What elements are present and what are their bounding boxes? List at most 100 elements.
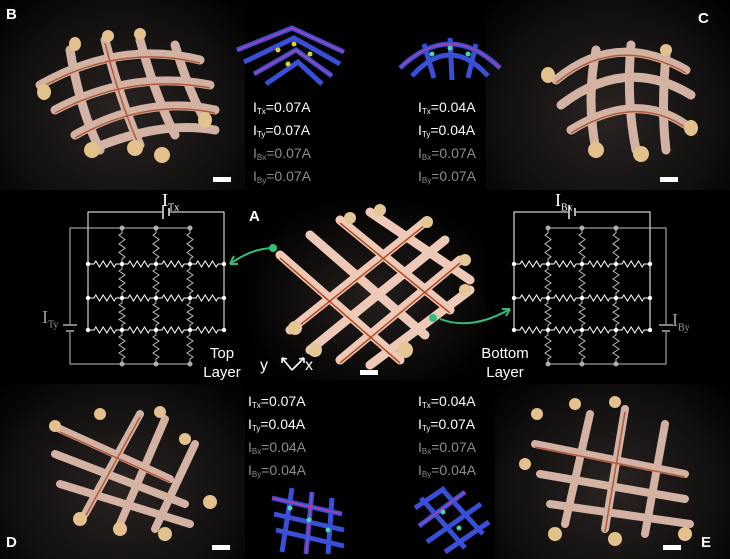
circuit-bottom-source-x-label: IBx bbox=[555, 190, 573, 214]
resistor bbox=[582, 294, 616, 302]
current-line: IBy=0.07A bbox=[418, 167, 476, 190]
scale-bar-c bbox=[660, 177, 678, 182]
panel-label-b: B bbox=[6, 6, 17, 23]
circuit-top-layer bbox=[63, 205, 227, 367]
robot-illustration-b bbox=[35, 28, 220, 163]
subscript: Ty bbox=[48, 319, 59, 331]
node bbox=[545, 261, 551, 267]
current-symbol: I bbox=[248, 462, 252, 478]
current-subscript: By bbox=[256, 176, 267, 185]
current-subscript: Tx bbox=[256, 107, 266, 116]
caption-top-layer: Top Layer bbox=[198, 344, 246, 382]
simulation-thumbnail-c bbox=[398, 37, 502, 81]
resistor bbox=[152, 264, 160, 298]
resistor bbox=[544, 228, 552, 264]
current-line: IBx=0.07A bbox=[253, 144, 311, 167]
current-symbol: I bbox=[418, 462, 422, 478]
resistor bbox=[118, 330, 126, 364]
axis-indicator bbox=[281, 357, 305, 371]
photo-panel-a bbox=[255, 200, 485, 380]
node bbox=[119, 295, 125, 301]
current-subscript: Bx bbox=[421, 153, 432, 162]
scale-bar-b bbox=[213, 177, 231, 182]
resistor bbox=[122, 260, 156, 268]
current-subscript: Bx bbox=[251, 447, 262, 456]
robot-illustration-d bbox=[49, 406, 217, 541]
resistor bbox=[616, 294, 650, 302]
resistor bbox=[118, 264, 126, 298]
battery-gap bbox=[660, 324, 672, 332]
panel-label-a: A bbox=[249, 208, 260, 225]
node bbox=[613, 295, 619, 301]
current-value: =0.07A bbox=[431, 145, 476, 161]
resistor-grid bbox=[63, 205, 227, 367]
resistor bbox=[122, 326, 156, 334]
resistor bbox=[578, 264, 586, 298]
current-line: IBx=0.07A bbox=[418, 144, 476, 167]
resistor bbox=[616, 326, 650, 334]
current-line: ITx=0.04A bbox=[418, 392, 476, 415]
subscript: By bbox=[678, 322, 690, 334]
battery-gap bbox=[162, 206, 170, 218]
current-symbol: I bbox=[418, 439, 422, 455]
current-subscript: Bx bbox=[256, 153, 267, 162]
current-value: =0.07A bbox=[266, 168, 311, 184]
current-value: =0.04A bbox=[431, 462, 476, 478]
axis-label-x: x bbox=[305, 357, 313, 374]
current-symbol: I bbox=[253, 99, 257, 115]
resistor bbox=[118, 228, 126, 264]
current-value: =0.07A bbox=[265, 122, 311, 138]
node bbox=[545, 327, 551, 333]
circuit-bottom-source-y-label: IBy bbox=[672, 310, 690, 334]
current-symbol: I bbox=[248, 416, 252, 432]
current-subscript: Ty bbox=[256, 130, 266, 139]
caption-line: Layer bbox=[203, 364, 241, 381]
resistor bbox=[156, 260, 190, 268]
resistor bbox=[612, 298, 620, 330]
current-subscript: Tx bbox=[251, 401, 261, 410]
node bbox=[187, 327, 193, 333]
resistor bbox=[612, 264, 620, 298]
scale-bar-d bbox=[212, 545, 230, 550]
simulation-thumbnail-d bbox=[271, 487, 345, 555]
resistor bbox=[544, 264, 552, 298]
wire-x-source bbox=[513, 211, 651, 264]
current-value: =0.04A bbox=[430, 99, 476, 115]
resistor bbox=[548, 260, 582, 268]
current-value: =0.04A bbox=[430, 122, 476, 138]
axis-label-y: y bbox=[260, 357, 268, 374]
current-value: =0.07A bbox=[266, 145, 311, 161]
current-subscript: By bbox=[421, 176, 432, 185]
current-subscript: Tx bbox=[421, 401, 431, 410]
symbol: I bbox=[42, 307, 48, 327]
panel-b: B bbox=[0, 0, 245, 190]
current-line: IBy=0.04A bbox=[418, 461, 476, 484]
node bbox=[187, 295, 193, 301]
simulation-thumbnail-b bbox=[236, 25, 346, 87]
current-subscript: Ty bbox=[421, 130, 431, 139]
current-line: ITx=0.07A bbox=[248, 392, 306, 415]
current-value: =0.07A bbox=[430, 416, 476, 432]
resistor bbox=[88, 260, 122, 268]
currents-panel-b: ITx=0.07A ITy=0.07A IBx=0.07A IBy=0.07A bbox=[253, 98, 311, 190]
resistor bbox=[152, 330, 160, 364]
current-subscript: By bbox=[251, 470, 262, 479]
current-symbol: I bbox=[418, 416, 422, 432]
resistor bbox=[186, 298, 194, 330]
resistor bbox=[156, 326, 190, 334]
resistor bbox=[186, 228, 194, 264]
currents-panel-d: ITx=0.07A ITy=0.04A IBx=0.04A IBy=0.04A bbox=[248, 392, 306, 484]
symbol: I bbox=[162, 190, 168, 210]
battery-gap bbox=[568, 206, 576, 218]
symbol: I bbox=[672, 310, 678, 330]
current-symbol: I bbox=[253, 145, 257, 161]
current-symbol: I bbox=[253, 168, 257, 184]
resistor bbox=[190, 326, 224, 334]
resistor bbox=[186, 264, 194, 298]
panel-label-e: E bbox=[701, 534, 712, 551]
battery-gap bbox=[64, 324, 76, 332]
node bbox=[153, 295, 159, 301]
resistor bbox=[156, 294, 190, 302]
current-value: =0.04A bbox=[260, 416, 306, 432]
resistor bbox=[612, 228, 620, 264]
